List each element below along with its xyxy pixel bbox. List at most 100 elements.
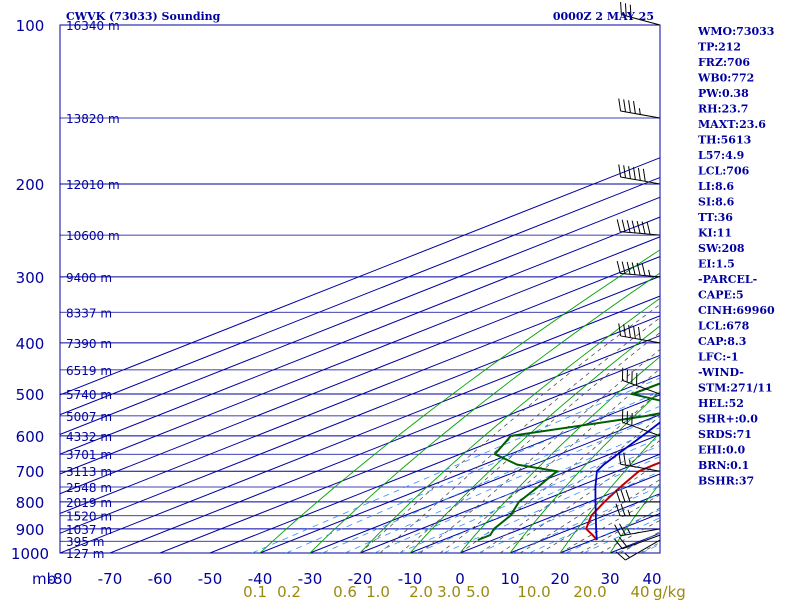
temperature-tick-label: 40 bbox=[642, 570, 661, 588]
index-item: -PARCEL- bbox=[698, 273, 757, 286]
mixing-ratio-line bbox=[478, 471, 660, 553]
isotherm-line bbox=[209, 374, 660, 553]
wind-barb bbox=[618, 451, 661, 472]
index-item: L57:4.9 bbox=[698, 149, 744, 162]
height-label: 10600 m bbox=[66, 229, 120, 243]
height-label: 2019 m bbox=[66, 496, 112, 510]
temperature-tick-label: -40 bbox=[248, 570, 273, 588]
sounding-profiles bbox=[477, 382, 660, 541]
temperature-tick-label: -70 bbox=[98, 570, 123, 588]
parcel-profile bbox=[594, 421, 660, 541]
height-label: 4332 m bbox=[66, 430, 112, 444]
isotherm-line bbox=[60, 295, 660, 534]
wind-barb bbox=[620, 1, 661, 26]
mixing-ratio-label: 0.6 bbox=[333, 583, 357, 600]
height-label: 12010 m bbox=[66, 178, 120, 192]
mixing-ratio-line bbox=[344, 414, 660, 553]
height-label: 5740 m bbox=[66, 388, 112, 402]
mixing-ratio-label: 5.0 bbox=[466, 583, 490, 600]
isotherm-line bbox=[60, 236, 660, 475]
height-label: 3701 m bbox=[66, 448, 112, 462]
temperature-tick-label: -60 bbox=[148, 570, 173, 588]
isotherm-line bbox=[60, 256, 660, 495]
wind-barb bbox=[618, 164, 661, 185]
height-label: 2548 m bbox=[66, 481, 112, 495]
index-item: HEL:52 bbox=[698, 397, 744, 410]
temperature-tick-label: 10 bbox=[500, 570, 519, 588]
index-item: EHI:0.0 bbox=[698, 444, 745, 457]
moist-adiabat bbox=[439, 368, 660, 553]
height-label: 16340 m bbox=[66, 19, 120, 33]
dry-adiabat bbox=[509, 391, 660, 553]
height-label: 5007 m bbox=[66, 410, 112, 424]
index-item: SRDS:71 bbox=[698, 428, 752, 441]
mixing-ratio-unit: g/kg bbox=[653, 583, 686, 600]
dry-adiabat bbox=[309, 272, 660, 553]
isotherm-line bbox=[409, 453, 660, 553]
isotherm-line bbox=[359, 433, 660, 553]
mixing-ratio-label: 1.0 bbox=[366, 583, 390, 600]
height-label: 127 m bbox=[66, 547, 104, 561]
index-item: CAP:8.3 bbox=[698, 335, 746, 348]
temperature-tick-label: -80 bbox=[48, 570, 73, 588]
temperature-profile bbox=[584, 461, 660, 541]
mixing-ratio-line bbox=[443, 456, 660, 553]
mixing-ratio-label: 40 bbox=[630, 583, 649, 600]
moist-adiabat bbox=[499, 439, 660, 553]
pressure-tick-label: 200 bbox=[16, 176, 45, 194]
mixing-ratio-line bbox=[416, 444, 660, 553]
temperature-tick-label: -50 bbox=[198, 570, 223, 588]
wind-barb bbox=[614, 523, 661, 537]
isotherm-line bbox=[60, 275, 660, 515]
isotherm-line bbox=[309, 414, 660, 553]
dewpoint-profile bbox=[477, 382, 660, 541]
mixing-ratio-line bbox=[285, 391, 660, 553]
height-label: 9400 m bbox=[66, 271, 112, 285]
pressure-tick-label: 100 bbox=[16, 17, 45, 35]
moist-adiabat bbox=[559, 494, 660, 553]
wind-barb bbox=[616, 261, 661, 278]
chart-title: CWVK (73033) Sounding bbox=[66, 10, 221, 23]
mixing-ratio-label: 0.2 bbox=[277, 583, 301, 600]
height-label: 1037 m bbox=[66, 523, 112, 537]
mixing-ratio-line bbox=[583, 517, 660, 553]
mixing-ratio-line bbox=[374, 427, 660, 553]
isotherm-line bbox=[60, 315, 660, 553]
index-item: RH:23.7 bbox=[698, 103, 748, 116]
wind-barb bbox=[621, 367, 661, 395]
dry-adiabat bbox=[459, 356, 660, 553]
index-item: STM:271/11 bbox=[698, 382, 773, 395]
pressure-unit: mb bbox=[32, 570, 56, 588]
index-item: SHR+:0.0 bbox=[698, 413, 758, 426]
moist-adiabat bbox=[539, 479, 660, 553]
dry-adiabat bbox=[359, 297, 660, 553]
wind-barb bbox=[621, 409, 661, 437]
index-item: WB0:772 bbox=[697, 72, 754, 85]
index-item: FRZ:706 bbox=[698, 56, 750, 69]
isotherm-line bbox=[60, 196, 660, 435]
index-item: WMO:73033 bbox=[697, 25, 774, 38]
mixing-ratio-line bbox=[565, 509, 660, 553]
wind-barbs bbox=[614, 1, 661, 561]
index-item: TH:5613 bbox=[698, 134, 751, 147]
temperature-tick-label: -10 bbox=[398, 570, 423, 588]
dry-adiabat bbox=[559, 432, 660, 553]
mixing-ratio-label: 2.0 bbox=[409, 583, 433, 600]
index-item: KI:11 bbox=[698, 227, 732, 240]
pressure-tick-label: 900 bbox=[16, 521, 45, 539]
index-item: CINH:69960 bbox=[698, 304, 775, 317]
wind-barb bbox=[616, 219, 661, 236]
index-item: MAXT:23.6 bbox=[698, 118, 766, 131]
height-label: 8337 m bbox=[66, 306, 112, 320]
mixing-ratio-label: 20.0 bbox=[573, 583, 606, 600]
index-item: BRN:0.1 bbox=[698, 459, 749, 472]
temperature-tick-label: -20 bbox=[348, 570, 373, 588]
pressure-tick-label: 700 bbox=[16, 463, 45, 481]
index-item: TT:36 bbox=[698, 211, 733, 224]
index-item: LI:8.6 bbox=[698, 180, 734, 193]
temperature-tick-label: 0 bbox=[455, 570, 465, 588]
isotherm-line bbox=[109, 335, 660, 553]
index-item: TP:212 bbox=[698, 41, 741, 54]
height-label: 13820 m bbox=[66, 112, 120, 126]
